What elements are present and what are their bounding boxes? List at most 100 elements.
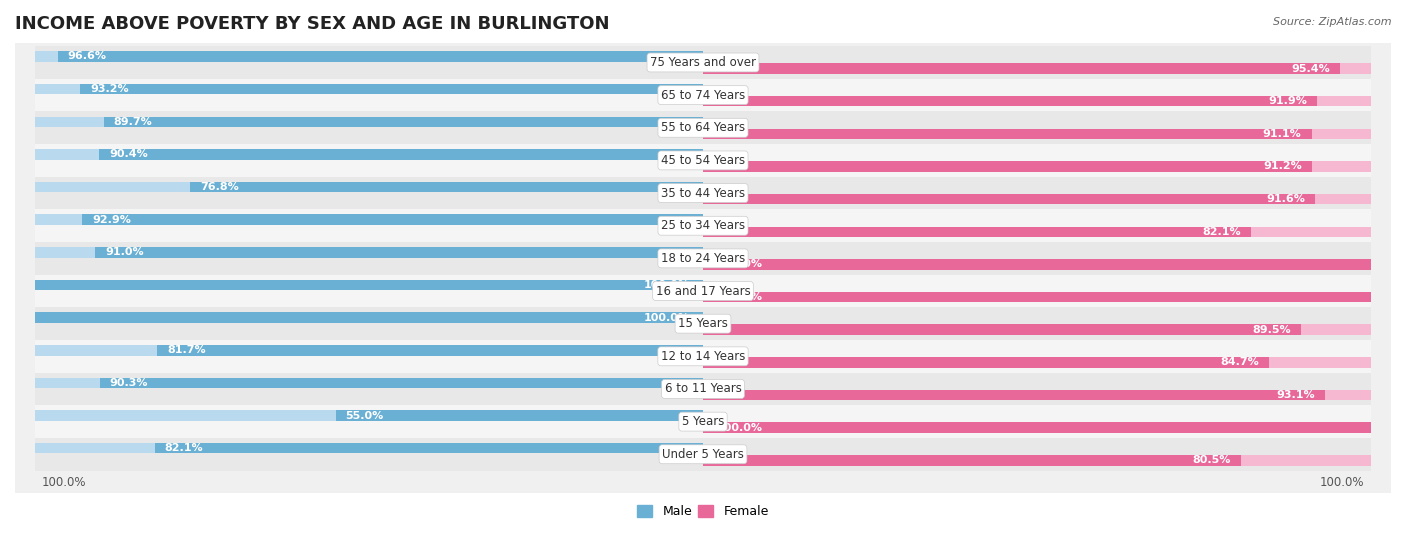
Text: 100.0%: 100.0%	[644, 312, 689, 323]
Bar	[703, 226, 1251, 237]
Bar	[703, 63, 1340, 74]
Bar	[35, 79, 1371, 111]
Text: Source: ZipAtlas.com: Source: ZipAtlas.com	[1274, 17, 1392, 27]
Text: 91.0%: 91.0%	[105, 247, 143, 257]
Bar	[703, 292, 1371, 302]
Bar	[157, 345, 703, 356]
Bar	[96, 247, 703, 258]
Bar	[35, 312, 703, 323]
Text: 35 to 44 Years: 35 to 44 Years	[661, 187, 745, 200]
Bar	[35, 144, 1371, 177]
Bar	[703, 357, 1268, 368]
Text: 100.0%: 100.0%	[717, 259, 762, 269]
Bar	[35, 410, 703, 421]
Bar	[703, 96, 1317, 106]
Bar	[35, 340, 1371, 373]
Text: 100.0%: 100.0%	[717, 423, 762, 433]
Bar	[35, 177, 1371, 210]
Bar	[703, 194, 1315, 205]
Text: 92.9%: 92.9%	[93, 215, 131, 225]
Bar	[703, 455, 1240, 466]
Bar	[35, 280, 703, 290]
Text: 89.7%: 89.7%	[114, 117, 153, 127]
Text: 89.5%: 89.5%	[1253, 325, 1291, 335]
Text: 93.1%: 93.1%	[1277, 390, 1315, 400]
Text: 90.3%: 90.3%	[110, 378, 149, 388]
Text: 12 to 14 Years: 12 to 14 Years	[661, 350, 745, 363]
Text: 45 to 54 Years: 45 to 54 Years	[661, 154, 745, 167]
Bar	[35, 280, 703, 290]
Text: 15 Years: 15 Years	[678, 317, 728, 330]
Text: 81.7%: 81.7%	[167, 345, 205, 356]
Bar	[703, 194, 1371, 205]
Bar	[35, 84, 703, 94]
Bar	[35, 215, 703, 225]
Bar	[35, 274, 1371, 307]
Text: 91.9%: 91.9%	[1268, 96, 1306, 106]
Bar	[703, 129, 1312, 139]
Bar	[703, 161, 1371, 172]
Text: 75 Years and over: 75 Years and over	[650, 56, 756, 69]
Bar	[35, 116, 703, 127]
Text: 90.4%: 90.4%	[110, 149, 148, 159]
Bar	[80, 84, 703, 94]
Bar	[100, 149, 703, 160]
Text: 82.1%: 82.1%	[1202, 227, 1241, 237]
Bar	[336, 410, 703, 421]
Bar	[83, 215, 703, 225]
Text: 91.6%: 91.6%	[1265, 194, 1305, 204]
Bar	[35, 405, 1371, 438]
Bar	[35, 149, 703, 160]
Bar	[703, 390, 1324, 400]
Bar	[35, 438, 1371, 471]
Text: Under 5 Years: Under 5 Years	[662, 448, 744, 461]
Bar	[703, 324, 1371, 335]
Bar	[35, 378, 703, 388]
Bar	[100, 378, 703, 388]
Text: 93.2%: 93.2%	[90, 84, 129, 94]
Bar	[35, 51, 703, 61]
Text: 16 and 17 Years: 16 and 17 Years	[655, 285, 751, 297]
Text: 55.0%: 55.0%	[346, 411, 384, 420]
Bar	[703, 390, 1371, 400]
Text: 96.6%: 96.6%	[67, 51, 107, 61]
Text: 5 Years: 5 Years	[682, 415, 724, 428]
Bar	[703, 423, 1371, 433]
Bar	[35, 443, 703, 453]
Bar	[703, 259, 1371, 269]
Text: 25 to 34 Years: 25 to 34 Years	[661, 219, 745, 232]
Bar	[35, 247, 703, 258]
Bar	[703, 324, 1301, 335]
Text: 76.8%: 76.8%	[200, 182, 239, 192]
Text: 82.1%: 82.1%	[165, 443, 204, 453]
Bar	[703, 129, 1371, 139]
Bar	[703, 357, 1371, 368]
Bar	[703, 161, 1312, 172]
Bar	[703, 259, 1371, 269]
Text: 65 to 74 Years: 65 to 74 Years	[661, 89, 745, 102]
Text: 18 to 24 Years: 18 to 24 Years	[661, 252, 745, 265]
Text: 55 to 64 Years: 55 to 64 Years	[661, 121, 745, 134]
Text: 80.5%: 80.5%	[1192, 456, 1230, 465]
Bar	[35, 345, 703, 356]
Text: 100.0%: 100.0%	[717, 292, 762, 302]
Bar	[35, 242, 1371, 274]
Bar	[35, 307, 1371, 340]
Bar	[35, 111, 1371, 144]
Bar	[35, 312, 703, 323]
Text: 100.0%: 100.0%	[42, 476, 86, 489]
Text: 6 to 11 Years: 6 to 11 Years	[665, 382, 741, 395]
Bar	[703, 292, 1371, 302]
Bar	[703, 226, 1371, 237]
Text: 100.0%: 100.0%	[1320, 476, 1364, 489]
Text: 100.0%: 100.0%	[644, 280, 689, 290]
Bar	[35, 373, 1371, 405]
Text: 91.2%: 91.2%	[1264, 162, 1302, 172]
Bar	[35, 210, 1371, 242]
Text: 95.4%: 95.4%	[1292, 64, 1330, 74]
Bar	[35, 46, 1371, 79]
Bar	[190, 182, 703, 192]
Bar	[703, 423, 1371, 433]
Bar	[155, 443, 703, 453]
Text: 84.7%: 84.7%	[1220, 357, 1258, 367]
